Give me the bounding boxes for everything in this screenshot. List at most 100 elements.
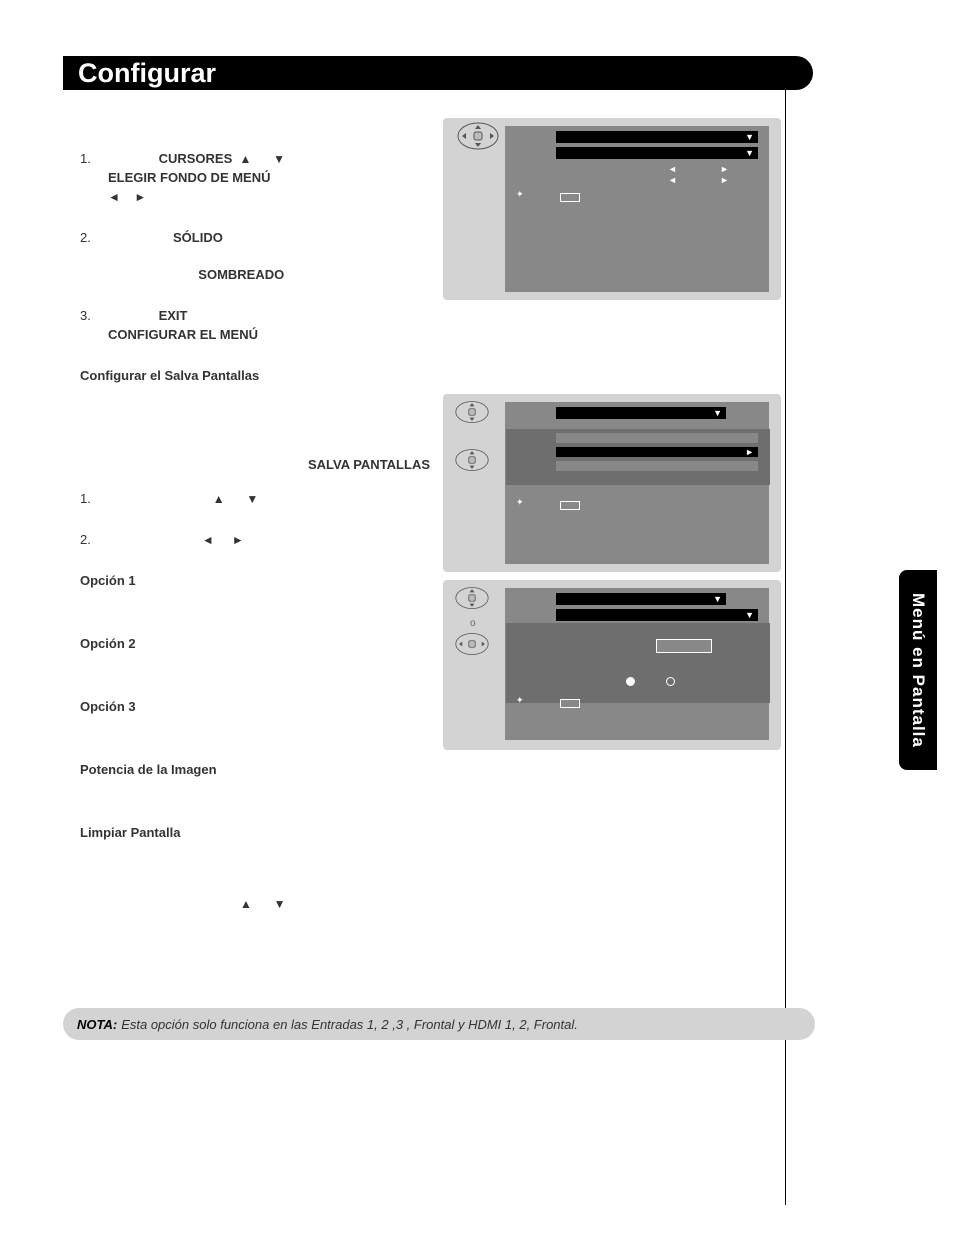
spacer xyxy=(80,398,430,456)
right-triangle-icon: ► xyxy=(720,164,729,174)
right-arrow-icon: ► xyxy=(134,190,146,204)
option-limpiar: Limpiar Pantalla xyxy=(80,824,430,843)
step-1: 1. CURSORES ▲ ▼ ELEGIR FONDO DE MENÚ ◄ ► xyxy=(80,150,430,207)
fig1-small-box xyxy=(560,193,580,202)
dpad-icon xyxy=(455,632,489,656)
up-arrow-icon: ▲ xyxy=(213,492,225,506)
radio-on-icon xyxy=(626,677,635,686)
fig2-row-1: ▼ xyxy=(556,407,726,419)
figure-3: ▼ ▼ ✦ xyxy=(443,580,781,750)
note-text: Esta opción solo funciona en las Entrada… xyxy=(121,1017,578,1032)
fig3-row-2: ▼ xyxy=(556,609,758,621)
dpad-icon xyxy=(455,586,489,610)
step-text: EXIT CONFIGURAR EL MENÚ xyxy=(108,307,430,345)
fig3-dark-band xyxy=(506,623,770,703)
step-num: 1. xyxy=(80,490,108,509)
up-arrow-icon: ▲ xyxy=(240,897,252,911)
down-triangle-icon: ▼ xyxy=(745,132,754,142)
step-2: 2. SÓLIDO SOMBREADO xyxy=(80,229,430,286)
kw-exit: EXIT xyxy=(159,308,188,323)
arrows-row: ▲ ▼ xyxy=(80,895,430,914)
fig2-dark-band: ► xyxy=(506,429,770,485)
note-label: NOTA: xyxy=(77,1017,117,1032)
option-1-desc xyxy=(80,595,430,613)
kw-sombreado: SOMBREADO xyxy=(198,267,284,282)
right-arrow-icon: ► xyxy=(232,533,244,547)
page-title: Configurar xyxy=(78,58,216,89)
dpad-icon xyxy=(457,122,499,150)
diamond-icon: ✦ xyxy=(516,497,524,508)
kw-salva-row: SALVA PANTALLAS xyxy=(80,456,430,475)
kw-salva: SALVA PANTALLAS xyxy=(308,457,430,472)
step2-2: 2. ◄ ► xyxy=(80,531,430,550)
step-text: CURSORES ▲ ▼ ELEGIR FONDO DE MENÚ ◄ ► xyxy=(108,150,430,207)
down-triangle-icon: ▼ xyxy=(745,148,754,158)
dpad-icon xyxy=(455,400,489,424)
left-triangle-icon: ◄ xyxy=(668,164,677,174)
kw-cursores: CURSORES xyxy=(159,151,233,166)
figure-1-screen: ▼ ▼ ◄ ► ◄ ► ✦ xyxy=(505,126,769,292)
option-potencia: Potencia de la Imagen xyxy=(80,761,430,780)
option-3: Opción 3 xyxy=(80,698,430,717)
down-triangle-icon: ▼ xyxy=(713,594,722,604)
figure-1: ▼ ▼ ◄ ► ◄ ► ✦ xyxy=(443,118,781,300)
fig2-bar xyxy=(556,433,758,443)
down-triangle-icon: ▼ xyxy=(713,408,722,418)
page: Configurar Menú en Pantalla 1. CURSORES … xyxy=(0,0,954,1235)
diamond-icon: ✦ xyxy=(516,695,524,706)
spacer xyxy=(80,474,430,490)
radio-off-icon xyxy=(666,677,675,686)
kw-solido: SÓLIDO xyxy=(173,230,223,245)
option-limpiar-desc xyxy=(80,847,430,865)
up-arrow-icon: ▲ xyxy=(240,152,252,166)
fig2-bar-sel: ► xyxy=(556,447,758,457)
step2-1: 1. ▲ ▼ xyxy=(80,490,430,509)
dpad-icon xyxy=(455,448,489,472)
kw-config: CONFIGURAR EL MENÚ xyxy=(108,327,258,342)
fig2-bar xyxy=(556,461,758,471)
fig1-row-1: ▼ xyxy=(556,131,758,143)
down-triangle-icon: ▼ xyxy=(745,610,754,620)
left-arrow-icon: ◄ xyxy=(108,190,120,204)
side-tab-label: Menú en Pantalla xyxy=(908,593,928,748)
option-2-desc xyxy=(80,658,430,676)
kw-elegir: ELEGIR FONDO DE MENÚ xyxy=(108,170,271,185)
down-arrow-icon: ▼ xyxy=(246,492,258,506)
diamond-icon: ✦ xyxy=(516,189,524,200)
figure-2: ▼ ► ✦ xyxy=(443,394,781,572)
page-title-bar: Configurar xyxy=(63,56,813,90)
option-3-desc xyxy=(80,721,430,739)
option-2: Opción 2 xyxy=(80,635,430,654)
left-arrow-icon: ◄ xyxy=(202,533,214,547)
step-text: ◄ ► xyxy=(108,531,430,550)
option-potencia-desc xyxy=(80,784,430,802)
fig3-outline-box xyxy=(656,639,712,653)
step-num: 2. xyxy=(80,531,108,550)
step-num: 3. xyxy=(80,307,108,345)
fig3-small-box xyxy=(560,699,580,708)
fig3-row-1: ▼ xyxy=(556,593,726,605)
right-triangle-icon: ► xyxy=(745,447,754,457)
step-text: SÓLIDO SOMBREADO xyxy=(108,229,430,286)
or-label: o xyxy=(470,618,476,629)
step-num: 2. xyxy=(80,229,108,286)
left-triangle-icon: ◄ xyxy=(668,175,677,185)
option-1: Opción 1 xyxy=(80,572,430,591)
step-3: 3. EXIT CONFIGURAR EL MENÚ xyxy=(80,307,430,345)
fig1-row-3: ◄ ► ◄ ► xyxy=(556,163,758,175)
down-arrow-icon: ▼ xyxy=(274,897,286,911)
step-text: ▲ ▼ xyxy=(108,490,430,509)
side-tab: Menú en Pantalla xyxy=(899,570,937,770)
fig1-row-2: ▼ xyxy=(556,147,758,159)
spacer xyxy=(80,865,430,895)
note-bar: NOTA: Esta opción solo funciona en las E… xyxy=(63,1008,815,1040)
fig2-small-box xyxy=(560,501,580,510)
figure-2-screen: ▼ ► ✦ xyxy=(505,402,769,564)
right-triangle-icon: ► xyxy=(720,175,729,185)
fig1-leftcol xyxy=(512,131,552,191)
body-text-column: 1. CURSORES ▲ ▼ ELEGIR FONDO DE MENÚ ◄ ►… xyxy=(80,150,430,914)
step-num: 1. xyxy=(80,150,108,207)
subhead-salva: Configurar el Salva Pantallas xyxy=(80,367,430,386)
figure-3-screen: ▼ ▼ ✦ xyxy=(505,588,769,740)
down-arrow-icon: ▼ xyxy=(273,152,285,166)
